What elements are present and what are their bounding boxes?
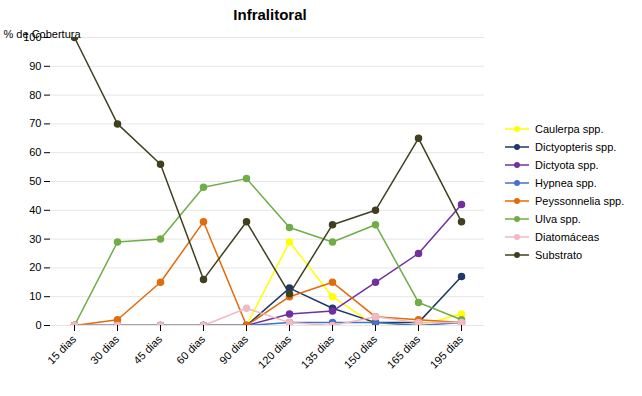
- svg-text:80: 80: [29, 89, 41, 101]
- svg-text:60: 60: [29, 146, 41, 158]
- svg-text:40: 40: [29, 204, 41, 216]
- svg-text:70: 70: [29, 117, 41, 129]
- svg-text:90: 90: [29, 60, 41, 72]
- html-text:Dictyopteris spp.: Dictyopteris spp.: [535, 140, 617, 153]
- html-text:Caulerpa spp.: Caulerpa spp.: [535, 122, 604, 135]
- html-text:Diatomáceas: Diatomáceas: [535, 230, 600, 243]
- svg-text:150 dias: 150 dias: [342, 332, 380, 370]
- svg-text:30: 30: [29, 233, 41, 245]
- svg-text:50: 50: [29, 175, 41, 187]
- svg-text:30 dias: 30 dias: [88, 332, 122, 366]
- html-text:Peyssonnelia spp.: Peyssonnelia spp.: [535, 194, 625, 207]
- svg-text:0: 0: [35, 319, 41, 331]
- svg-text:45 dias: 45 dias: [131, 332, 165, 366]
- svg-text:195 dias: 195 dias: [428, 332, 466, 370]
- svg-text:20: 20: [29, 261, 41, 273]
- svg-text:15 dias: 15 dias: [45, 332, 79, 366]
- svg-text:% de Cobertura: % de Cobertura: [4, 28, 82, 40]
- html-text:Ulva spp.: Ulva spp.: [535, 212, 581, 225]
- svg-text:90 dias: 90 dias: [217, 332, 251, 366]
- html-text:Substrato: Substrato: [535, 248, 583, 261]
- svg-text:165 dias: 165 dias: [385, 332, 423, 370]
- html-text:Infralitoral: Infralitoral: [233, 6, 307, 23]
- svg-text:135 dias: 135 dias: [299, 332, 337, 370]
- html-text:Dictyota spp.: Dictyota spp.: [535, 158, 599, 171]
- html-text:Hypnea spp.: Hypnea spp.: [535, 176, 597, 189]
- svg-text:10: 10: [29, 290, 41, 302]
- svg-text:120 dias: 120 dias: [256, 332, 294, 370]
- svg-text:60 dias: 60 dias: [174, 332, 208, 366]
